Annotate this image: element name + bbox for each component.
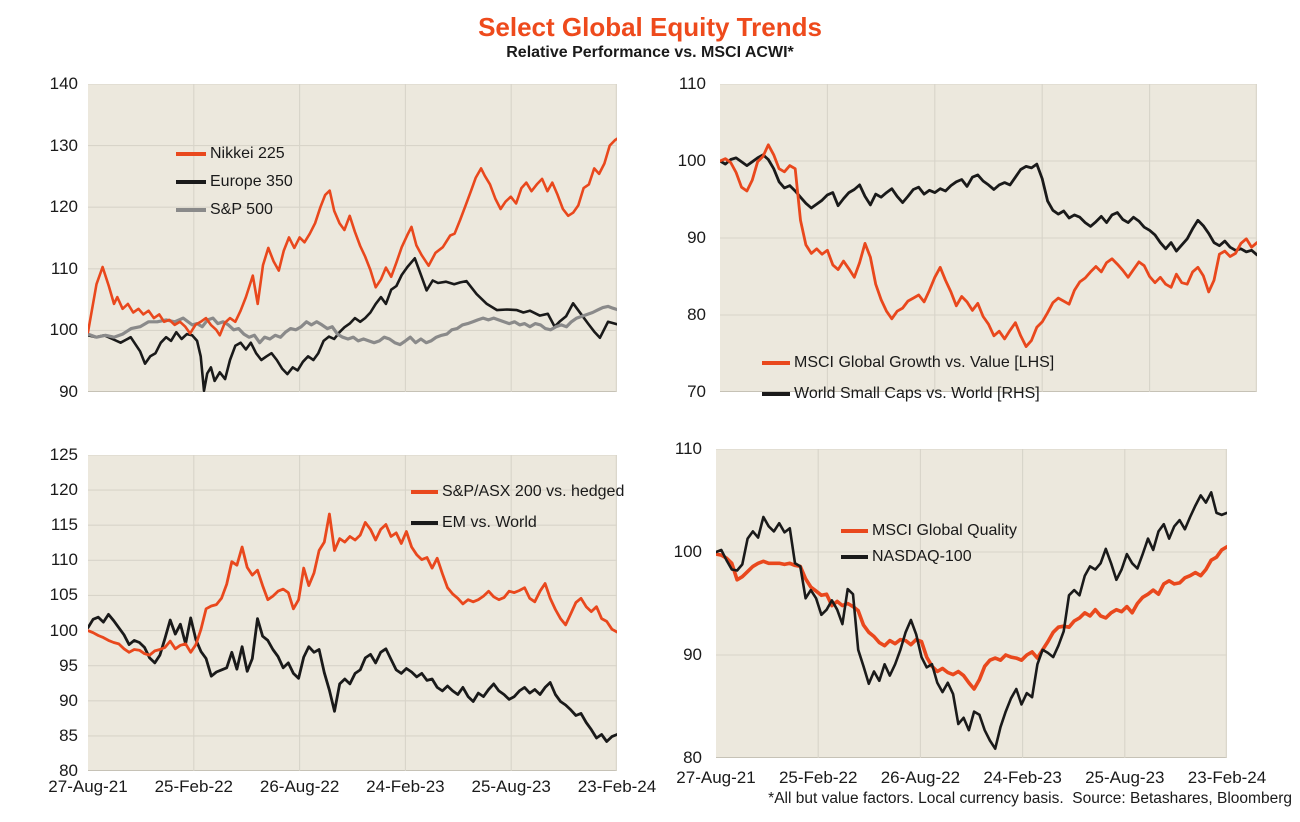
x-axis-tick-label: 25-Feb-22 bbox=[154, 777, 234, 796]
legend-item: NASDAQ-100 bbox=[841, 546, 972, 568]
legend-line-swatch bbox=[176, 207, 206, 213]
legend-label: Europe 350 bbox=[210, 173, 293, 190]
source-footnote: *All but value factors. Local currency b… bbox=[768, 790, 1292, 807]
series-line-s-p-500 bbox=[88, 304, 617, 347]
page-title: Select Global Equity Trends bbox=[478, 12, 822, 42]
y-axis-tick-label: 130 bbox=[49, 135, 78, 155]
x-axis-tick-label: 26-Aug-22 bbox=[259, 777, 340, 796]
y-axis-tick-label: 110 bbox=[674, 439, 702, 458]
x-axis-tick-label: 27-Aug-21 bbox=[676, 768, 756, 787]
y-axis-tick-label: 85 bbox=[59, 725, 78, 745]
legend-item: S&P/ASX 200 vs. hedged bbox=[411, 481, 624, 503]
x-axis-tick-label: 25-Aug-23 bbox=[471, 777, 551, 796]
y-axis-tick-label: 90 bbox=[683, 645, 702, 664]
series-line-s-p-asx-200-vs-hedged bbox=[88, 512, 617, 657]
legend-item: S&P 500 bbox=[176, 199, 273, 221]
series-line-europe-350 bbox=[88, 257, 617, 392]
y-axis-tick-label: 90 bbox=[687, 228, 706, 247]
legend-line-swatch bbox=[176, 180, 206, 184]
y-axis-tick-label: 90 bbox=[59, 690, 78, 710]
series-line-nasdaq-100 bbox=[716, 490, 1227, 751]
legend-label: World Small Caps vs. World [RHS] bbox=[794, 385, 1040, 402]
y-axis-tick-label: 115 bbox=[50, 515, 78, 535]
y-axis-tick-label: 120 bbox=[49, 480, 78, 500]
legend-label: Nikkei 225 bbox=[210, 145, 285, 162]
y-axis-tick-label: 110 bbox=[50, 550, 78, 570]
legend-label: NASDAQ-100 bbox=[872, 548, 972, 565]
series-line-world-small-caps-vs-world-rhs- bbox=[720, 153, 1257, 257]
legend-label: S&P 500 bbox=[210, 201, 273, 218]
x-axis-tick-label: 23-Feb-24 bbox=[577, 777, 657, 796]
legend-label: S&P/ASX 200 vs. hedged bbox=[442, 483, 625, 500]
legend-line-swatch bbox=[411, 521, 438, 525]
legend-line-swatch bbox=[762, 361, 790, 365]
y-axis-tick-label: 140 bbox=[49, 74, 78, 93]
series-line-em-vs-world bbox=[88, 612, 617, 743]
y-axis-tick-label: 100 bbox=[673, 542, 702, 561]
y-axis-tick-label: 120 bbox=[49, 197, 78, 217]
series-line-msci-global-growth-vs-value-lhs- bbox=[720, 143, 1257, 349]
legend-label: MSCI Global Quality bbox=[872, 522, 1017, 539]
legend-label: EM vs. World bbox=[442, 514, 537, 531]
y-axis-tick-label: 95 bbox=[59, 655, 78, 675]
y-axis-tick-label: 125 bbox=[49, 445, 78, 464]
x-axis-tick-label: 24-Feb-23 bbox=[366, 777, 445, 796]
legend-item: World Small Caps vs. World [RHS] bbox=[762, 383, 1040, 405]
legend-label: MSCI Global Growth vs. Value [LHS] bbox=[794, 354, 1055, 371]
x-axis-tick-label: 25-Feb-22 bbox=[778, 768, 858, 787]
legend-line-swatch bbox=[176, 152, 206, 156]
x-axis-tick-label: 24-Feb-23 bbox=[983, 768, 1062, 787]
legend-item: EM vs. World bbox=[411, 512, 537, 534]
y-axis-tick-label: 80 bbox=[59, 761, 78, 780]
legend-line-swatch bbox=[841, 555, 868, 559]
plot-area-1 bbox=[720, 84, 1257, 392]
plot-area-2 bbox=[88, 455, 617, 771]
y-axis-tick-label: 105 bbox=[49, 585, 78, 605]
y-axis-tick-label: 80 bbox=[687, 305, 706, 324]
x-axis-tick-label: 23-Feb-24 bbox=[1187, 768, 1267, 787]
y-axis-tick-label: 100 bbox=[49, 320, 78, 340]
series-line-nikkei-225 bbox=[88, 137, 617, 337]
legend-line-swatch bbox=[411, 490, 438, 494]
legend-line-swatch bbox=[841, 528, 868, 534]
y-axis-tick-label: 80 bbox=[683, 748, 702, 767]
page-subtitle: Relative Performance vs. MSCI ACWI* bbox=[506, 44, 794, 61]
y-axis-tick-label: 100 bbox=[677, 151, 706, 170]
legend-item: Europe 350 bbox=[176, 171, 293, 193]
y-axis-tick-label: 70 bbox=[687, 382, 706, 401]
legend-item: Nikkei 225 bbox=[176, 143, 285, 165]
x-axis-tick-label: 27-Aug-21 bbox=[48, 777, 128, 796]
legend-line-swatch bbox=[762, 392, 790, 396]
x-axis-tick-label: 25-Aug-23 bbox=[1085, 768, 1165, 787]
y-axis-tick-label: 110 bbox=[678, 74, 706, 93]
y-axis-tick-label: 100 bbox=[49, 620, 78, 640]
y-axis-tick-label: 90 bbox=[59, 382, 78, 401]
plot-area-3 bbox=[716, 449, 1227, 758]
y-axis-tick-label: 110 bbox=[50, 258, 78, 278]
legend-item: MSCI Global Growth vs. Value [LHS] bbox=[762, 352, 1054, 374]
x-axis-tick-label: 26-Aug-22 bbox=[880, 768, 961, 787]
legend-item: MSCI Global Quality bbox=[841, 520, 1017, 542]
plot-area-0 bbox=[88, 84, 617, 392]
